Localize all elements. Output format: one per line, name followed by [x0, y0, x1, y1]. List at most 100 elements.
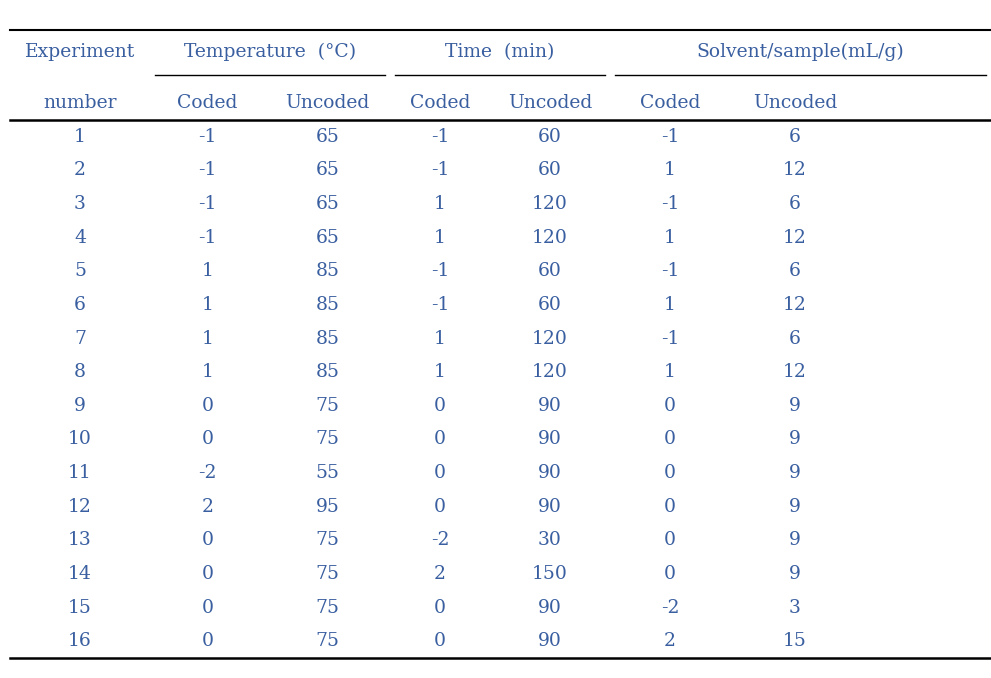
- Text: -1: -1: [198, 228, 217, 247]
- Text: 1: 1: [201, 330, 213, 348]
- Text: -1: -1: [661, 128, 679, 146]
- Text: Coded: Coded: [640, 94, 701, 112]
- Text: number: number: [44, 94, 117, 112]
- Text: 65: 65: [315, 161, 340, 180]
- Text: -1: -1: [661, 330, 679, 348]
- Text: 65: 65: [315, 195, 340, 213]
- Text: 85: 85: [315, 262, 340, 280]
- Text: 0: 0: [201, 397, 213, 415]
- Text: 0: 0: [201, 599, 213, 616]
- Text: 1: 1: [201, 296, 213, 314]
- Text: 12: 12: [783, 296, 807, 314]
- Text: 0: 0: [664, 532, 676, 549]
- Text: 7: 7: [74, 330, 86, 348]
- Text: 120: 120: [532, 228, 568, 247]
- Text: 1: 1: [201, 363, 213, 381]
- Text: Temperature  (°C): Temperature (°C): [184, 43, 356, 61]
- Text: 0: 0: [664, 431, 676, 448]
- Text: 6: 6: [789, 195, 801, 213]
- Text: 9: 9: [789, 431, 801, 448]
- Text: 1: 1: [434, 228, 446, 247]
- Text: 3: 3: [74, 195, 86, 213]
- Text: 120: 120: [532, 363, 568, 381]
- Text: 0: 0: [201, 431, 213, 448]
- Text: 9: 9: [789, 397, 801, 415]
- Text: 90: 90: [538, 498, 562, 516]
- Text: 85: 85: [315, 363, 340, 381]
- Text: 3: 3: [789, 599, 801, 616]
- Text: 90: 90: [538, 431, 562, 448]
- Text: 9: 9: [789, 532, 801, 549]
- Text: 0: 0: [664, 464, 676, 482]
- Text: 0: 0: [201, 532, 213, 549]
- Text: -1: -1: [661, 262, 679, 280]
- Text: -1: -1: [198, 161, 217, 180]
- Text: 0: 0: [434, 431, 446, 448]
- Text: 1: 1: [434, 195, 446, 213]
- Text: 0: 0: [201, 565, 213, 583]
- Text: 1: 1: [434, 363, 446, 381]
- Text: 75: 75: [315, 431, 340, 448]
- Text: 2: 2: [664, 632, 676, 650]
- Text: 0: 0: [434, 632, 446, 650]
- Text: 5: 5: [74, 262, 86, 280]
- Text: 75: 75: [315, 599, 340, 616]
- Text: 1: 1: [74, 128, 86, 146]
- Text: Coded: Coded: [177, 94, 238, 112]
- Text: 11: 11: [68, 464, 92, 482]
- Text: 150: 150: [532, 565, 568, 583]
- Text: 0: 0: [434, 464, 446, 482]
- Text: Uncoded: Uncoded: [507, 94, 593, 112]
- Text: 9: 9: [789, 565, 801, 583]
- Text: 9: 9: [74, 397, 86, 415]
- Text: Time  (min): Time (min): [445, 43, 555, 61]
- Text: 1: 1: [434, 330, 446, 348]
- Text: 2: 2: [74, 161, 86, 180]
- Text: 95: 95: [315, 498, 340, 516]
- Text: 0: 0: [434, 397, 446, 415]
- Text: 16: 16: [68, 632, 92, 650]
- Text: 90: 90: [538, 397, 562, 415]
- Text: Coded: Coded: [410, 94, 470, 112]
- Text: 0: 0: [664, 397, 676, 415]
- Text: 30: 30: [538, 532, 562, 549]
- Text: -1: -1: [198, 128, 217, 146]
- Text: 0: 0: [664, 565, 676, 583]
- Text: 1: 1: [664, 296, 676, 314]
- Text: 60: 60: [538, 262, 562, 280]
- Text: 0: 0: [201, 632, 213, 650]
- Text: 4: 4: [74, 228, 86, 247]
- Text: 13: 13: [68, 532, 92, 549]
- Text: 65: 65: [315, 228, 340, 247]
- Text: 15: 15: [783, 632, 807, 650]
- Text: Uncoded: Uncoded: [753, 94, 837, 112]
- Text: -2: -2: [198, 464, 217, 482]
- Text: 60: 60: [538, 128, 562, 146]
- Text: -1: -1: [431, 128, 449, 146]
- Text: 60: 60: [538, 296, 562, 314]
- Text: 0: 0: [434, 498, 446, 516]
- Text: 60: 60: [538, 161, 562, 180]
- Text: 75: 75: [315, 565, 340, 583]
- Text: Solvent/sample(mL/g): Solvent/sample(mL/g): [697, 43, 905, 61]
- Text: 85: 85: [315, 330, 340, 348]
- Text: 120: 120: [532, 195, 568, 213]
- Text: 2: 2: [201, 498, 213, 516]
- Text: 12: 12: [783, 228, 807, 247]
- Text: 10: 10: [68, 431, 92, 448]
- Text: 2: 2: [434, 565, 446, 583]
- Text: 14: 14: [68, 565, 92, 583]
- Text: 6: 6: [74, 296, 86, 314]
- Text: 0: 0: [434, 599, 446, 616]
- Text: -1: -1: [431, 262, 449, 280]
- Text: 12: 12: [68, 498, 92, 516]
- Text: Uncoded: Uncoded: [285, 94, 370, 112]
- Text: 6: 6: [789, 330, 801, 348]
- Text: -1: -1: [431, 161, 449, 180]
- Text: -2: -2: [431, 532, 449, 549]
- Text: 1: 1: [201, 262, 213, 280]
- Text: 9: 9: [789, 498, 801, 516]
- Text: 120: 120: [532, 330, 568, 348]
- Text: 15: 15: [68, 599, 92, 616]
- Text: 1: 1: [664, 161, 676, 180]
